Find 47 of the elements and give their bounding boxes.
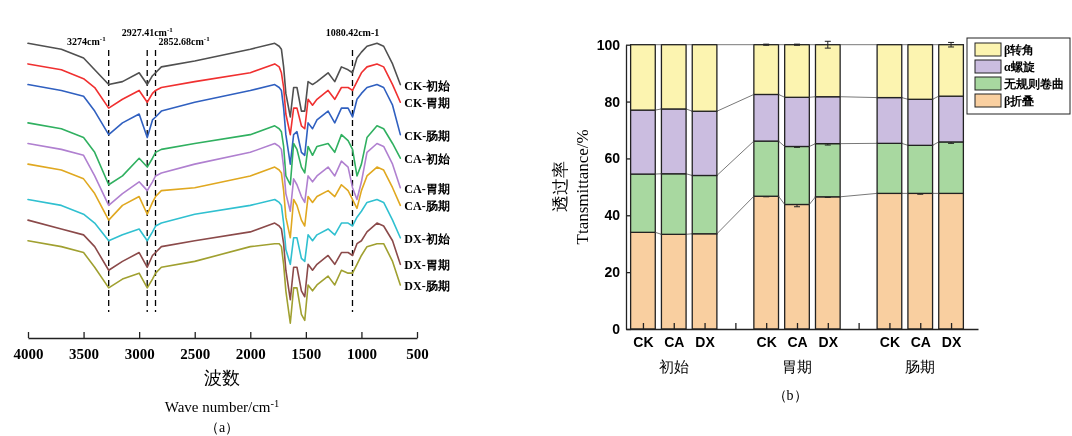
- ref-line-label: 2927.41cm$^{-1}$: [121, 26, 174, 38]
- x-tick-label: CA: [910, 333, 931, 350]
- x-tick-label: 2000: [235, 345, 266, 362]
- ref-line-label: 2852.68cm$^{-1}$: [158, 35, 211, 47]
- y-axis-title: 透过率 Ttansmittance/%: [551, 129, 592, 245]
- x-tick-label: CA: [787, 333, 808, 350]
- series-label: CK-胃期: [404, 96, 451, 111]
- series-label: DX-胃期: [404, 258, 450, 273]
- y-tick-label: 40: [604, 207, 621, 224]
- series-label: CK-初始: [404, 78, 452, 93]
- x-tick-label: CA: [664, 333, 685, 350]
- y-tick-label: 60: [604, 150, 621, 167]
- ref-line-label: 1080.42cm-1: [325, 27, 380, 38]
- y-tick-label: 0: [612, 320, 621, 337]
- y-tick-label: 80: [604, 93, 621, 110]
- series-label: CA-初始: [404, 152, 451, 167]
- series-label: DX-初始: [404, 231, 451, 246]
- series-label: CA-肠期: [404, 199, 450, 214]
- x-tick-label: CK: [633, 333, 654, 350]
- text: （a）: [204, 420, 240, 435]
- x-tick-label: DX: [818, 333, 839, 350]
- y-tick-label: 20: [604, 264, 621, 281]
- text: 肠期: [905, 359, 936, 375]
- legend-label: β折叠: [1004, 94, 1035, 108]
- x-tick-label: DX: [941, 333, 962, 350]
- x-tick-label: CK: [756, 333, 777, 350]
- legend-label: 无规则卷曲: [1003, 77, 1064, 91]
- text: 初始: [658, 359, 689, 375]
- series-label: CA-胃期: [404, 181, 450, 196]
- x-tick-label: 2500: [180, 345, 211, 362]
- legend-label: β转角: [1004, 43, 1035, 57]
- x-tick-label: CK: [879, 333, 901, 350]
- x-tick-label: 3000: [124, 345, 155, 362]
- ref-line-label: 3274cm$^{-1}$: [67, 35, 107, 47]
- x-axis-title: 波数 Wave number/cm$^{-1}$: [164, 368, 280, 415]
- x-tick-label: 3500: [69, 345, 100, 362]
- text: （b）: [772, 388, 808, 403]
- y-tick-label: 100: [596, 36, 621, 53]
- x-tick-label: 1500: [291, 345, 322, 362]
- legend-label: α螺旋: [1004, 60, 1035, 74]
- x-tick-label: 4000: [13, 345, 44, 362]
- series-label: CK-肠期: [404, 128, 451, 143]
- x-tick-label: 500: [406, 345, 429, 362]
- text: 胃期: [782, 359, 812, 375]
- x-tick-label: DX: [695, 333, 716, 350]
- x-tick-label: 1000: [346, 345, 377, 362]
- series-label: DX-肠期: [404, 278, 450, 293]
